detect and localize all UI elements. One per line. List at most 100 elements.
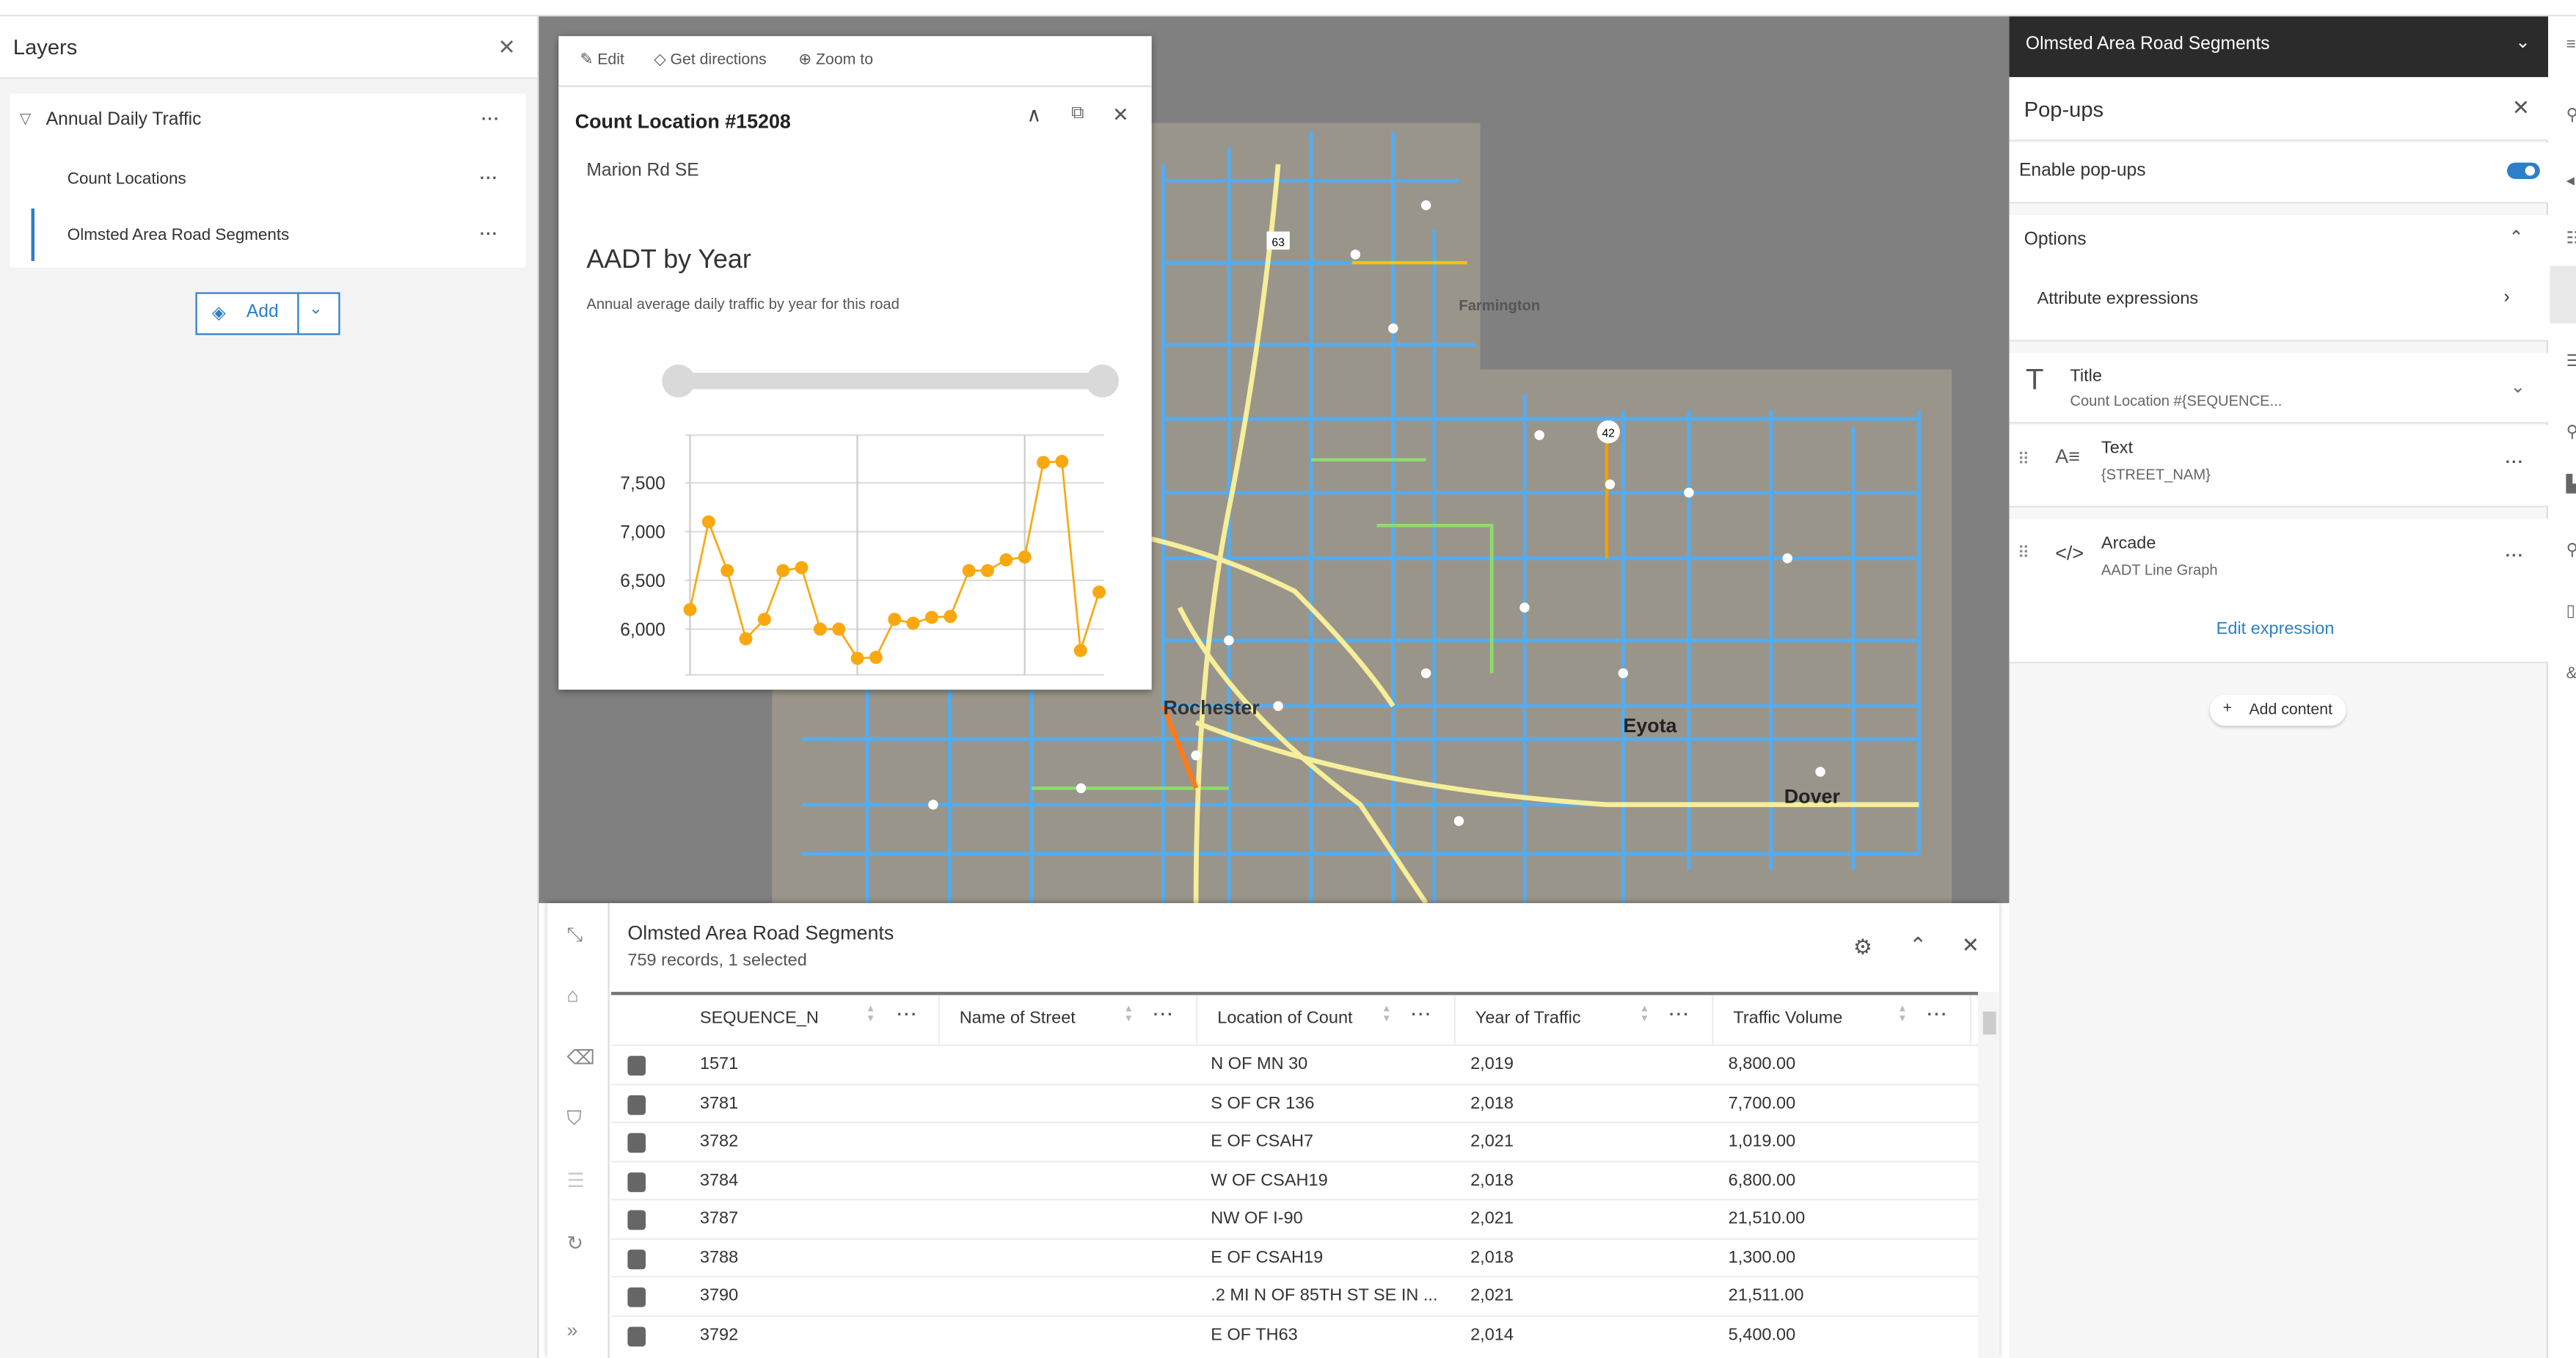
table-row[interactable]: 3782 E OF CSAH7 2,021 1,019.00: [610, 1121, 1978, 1161]
row-select-checkbox[interactable]: [627, 1287, 646, 1307]
toolbar-icon[interactable]: ◂: [2566, 172, 2575, 191]
get-directions-action[interactable]: ◇ Get directions: [654, 51, 767, 69]
table-scrollbar[interactable]: [1977, 991, 2000, 1358]
data-point: [813, 622, 827, 636]
more-options-icon[interactable]: ···: [1669, 1007, 1691, 1025]
more-options-icon[interactable]: ...: [2505, 450, 2525, 468]
chevron-down-icon[interactable]: ⌄: [2510, 377, 2526, 398]
route-shield-63: 63: [1271, 237, 1285, 249]
arcade-item-value: AADT Line Graph: [2101, 561, 2218, 578]
close-icon[interactable]: ✕: [1112, 103, 1129, 127]
row-select-checkbox[interactable]: [627, 1094, 646, 1114]
row-select-checkbox[interactable]: [627, 1326, 646, 1346]
range-slider-handle-start[interactable]: [662, 364, 696, 398]
edit-action[interactable]: ✎ Edit: [580, 51, 624, 69]
scrollbar-thumb[interactable]: [1982, 1011, 1996, 1035]
close-icon[interactable]: ✕: [1961, 932, 1980, 957]
drag-handle-icon[interactable]: ⠿: [2017, 451, 2030, 470]
chevron-double-up-icon[interactable]: ⌃: [1908, 932, 1927, 957]
sort-icon[interactable]: ▲ ▼: [1382, 1004, 1392, 1025]
text-item-label: Text: [2101, 438, 2134, 459]
table-row[interactable]: 3792 E OF TH63 2,014 5,400.00: [610, 1314, 1978, 1354]
content-arcade-item[interactable]: ⠿ </> Arcade AADT Line Graph ... Edit ex…: [2009, 519, 2548, 664]
range-slider-track[interactable]: [678, 373, 1103, 390]
more-options-icon[interactable]: ...: [479, 222, 499, 240]
map-label-dover: Dover: [1784, 785, 1841, 807]
collapse-icon[interactable]: ∧: [1026, 103, 1042, 127]
feature-popup: ✎ Edit ◇ Get directions ⊕ Zoom to Count …: [558, 36, 1152, 690]
table-row[interactable]: 3790 .2 MI N OF 85TH ST SE IN ... 2,021 21,…: [610, 1276, 1978, 1315]
more-options-icon[interactable]: ...: [479, 166, 499, 184]
more-options-icon[interactable]: ···: [1153, 1007, 1175, 1025]
column-header[interactable]: SEQUENCE_N ▲ ▼ ···: [611, 995, 940, 1045]
range-slider-handle-end[interactable]: [1086, 364, 1119, 398]
edit-expression-link[interactable]: Edit expression: [2216, 618, 2335, 639]
expand-icon[interactable]: »: [566, 1318, 578, 1342]
more-options-icon[interactable]: ···: [1927, 1007, 1949, 1025]
toolbar-icon-popups-active[interactable]: [2550, 266, 2576, 324]
layers-title: Layers: [12, 34, 78, 59]
more-options-icon[interactable]: ...: [2505, 543, 2525, 562]
chevron-down-icon[interactable]: ▽: [19, 109, 32, 127]
column-header[interactable]: Year of Traffic ▲ ▼ ···: [1456, 995, 1714, 1045]
filter-icon[interactable]: ⛉: [566, 1106, 582, 1130]
close-icon[interactable]: ✕: [497, 34, 516, 59]
sort-icon[interactable]: ▲ ▼: [1123, 1004, 1134, 1025]
toolbar-icon[interactable]: ⚲: [2566, 106, 2576, 125]
list-icon[interactable]: ☰: [566, 1169, 585, 1192]
chevron-down-icon[interactable]: ⌄: [308, 300, 323, 319]
data-point: [924, 610, 938, 624]
toolbar-icon[interactable]: ≡: [2566, 36, 2576, 54]
more-options-icon[interactable]: ...: [481, 106, 500, 125]
table-row[interactable]: 3784 W OF CSAH19 2,018 6,800.00: [610, 1160, 1978, 1199]
column-header[interactable]: Name of Street ▲ ▼ ···: [940, 995, 1198, 1045]
row-select-checkbox[interactable]: [627, 1249, 646, 1269]
column-header[interactable]: Location of Count ▲ ▼ ···: [1197, 995, 1456, 1045]
more-options-icon[interactable]: ···: [1411, 1007, 1433, 1025]
toolbar-icon[interactable]: ▯: [2566, 602, 2575, 621]
toolbar-icon[interactable]: ▙: [2566, 476, 2576, 494]
sort-icon[interactable]: ▲ ▼: [1897, 1004, 1908, 1025]
sort-icon[interactable]: ▲ ▼: [1639, 1004, 1650, 1025]
table-row[interactable]: 1571 N OF MN 30 2,019 8,800.00: [610, 1044, 1978, 1083]
row-select-checkbox[interactable]: [627, 1056, 646, 1076]
sort-icon[interactable]: ▲ ▼: [866, 1004, 876, 1025]
table-row[interactable]: 3788 E OF CSAH19 2,018 1,300.00: [610, 1237, 1978, 1276]
row-select-checkbox[interactable]: [627, 1171, 646, 1191]
more-options-icon[interactable]: ···: [897, 1007, 919, 1025]
gear-icon[interactable]: ⚙: [1853, 934, 1872, 960]
toolbar-icon[interactable]: ⚲: [2566, 423, 2576, 442]
toolbar-icon[interactable]: ☷: [2566, 230, 2576, 248]
map-canvas[interactable]: Farmington Eyota Dover Rochester 63 42: [539, 16, 2009, 904]
add-layer-button[interactable]: ◈ Add ⌄: [195, 292, 340, 335]
zoom-in-icon: ⊕: [798, 51, 812, 70]
toolbar-icon[interactable]: &: [2566, 665, 2576, 683]
refresh-icon[interactable]: ↻: [566, 1231, 584, 1255]
enable-popups-toggle[interactable]: [2507, 162, 2540, 179]
column-header-label: Year of Traffic: [1475, 1008, 1581, 1029]
content-title-item[interactable]: T Title Count Location #{SEQUENCE... ⌄: [2009, 353, 2548, 424]
eraser-icon[interactable]: ⌫: [566, 1045, 595, 1070]
chevron-up-icon[interactable]: ⌃: [2509, 228, 2524, 248]
toolbar-icon[interactable]: ⚲: [2566, 542, 2576, 561]
content-text-item[interactable]: ⠿ A≡ Text {STREET_NAM} ...: [2009, 425, 2548, 508]
toolbar-icon[interactable]: ☰: [2566, 353, 2576, 371]
add-content-button[interactable]: + Add content: [2209, 694, 2346, 726]
row-select-checkbox[interactable]: [627, 1133, 646, 1153]
column-header[interactable]: Traffic Volume ▲ ▼ ···: [1713, 995, 1972, 1045]
close-icon[interactable]: ✕: [2511, 95, 2531, 120]
collapse-arrows-icon[interactable]: ⤡: [566, 922, 583, 946]
dock-icon[interactable]: ⧉: [1070, 103, 1084, 123]
count-location-points[interactable]: [928, 200, 1825, 826]
attribute-expressions-item[interactable]: Attribute expressions ›: [2010, 276, 2548, 338]
layer-selector[interactable]: Olmsted Area Road Segments ⌄: [2009, 16, 2548, 78]
drag-handle-icon[interactable]: ⠿: [2017, 545, 2030, 563]
table-row[interactable]: 3787 NW OF I-90 2,021 21,510.00: [610, 1198, 1978, 1238]
table-row[interactable]: 3781 S OF CR 136 2,018 7,700.00: [610, 1083, 1978, 1122]
row-select-checkbox[interactable]: [627, 1210, 646, 1230]
zoom-to-action[interactable]: ⊕ Zoom to: [798, 51, 873, 69]
section-title: Pop-ups: [2024, 97, 2104, 122]
data-point: [832, 622, 846, 636]
y-tick-label: 7,000: [620, 523, 665, 543]
home-icon[interactable]: ⌂: [566, 983, 579, 1007]
